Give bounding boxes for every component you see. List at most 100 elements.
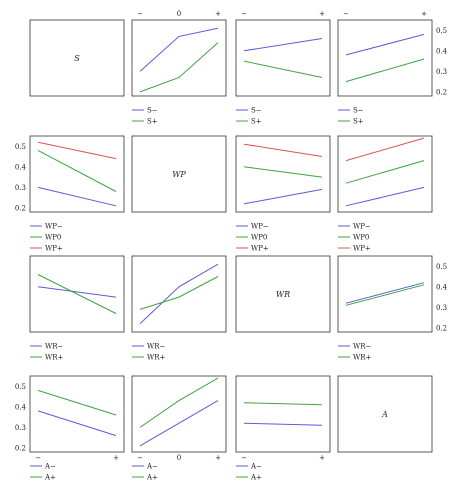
series-line-r3-c2-s1	[243, 402, 323, 406]
panel-frame-r3-c2	[235, 375, 331, 453]
series-line-r0-c2-s1	[243, 60, 323, 78]
x-tick-bottom-c2-0: −	[241, 454, 247, 462]
diagonal-label-A: A	[381, 410, 388, 419]
series-line-r3-c2-s0	[243, 422, 323, 426]
series-line-r2-c0-s1	[37, 274, 117, 314]
series-line-r2-c3-s1	[345, 284, 425, 306]
y-tick-r3-3: 0.5	[15, 383, 26, 391]
legend-label-r1-c3-2: WP+	[353, 245, 371, 253]
legend-label-r1-c0-0: WP−	[45, 223, 63, 231]
series-line-r2-c1-s1	[139, 276, 219, 310]
series-line-r2-c0-s0	[37, 286, 117, 298]
y-tick-r2-2: 0.4	[436, 283, 448, 291]
x-tick-bottom-c1-2: +	[215, 454, 221, 462]
series-line-r0-c3-s0	[345, 33, 425, 56]
series-line-r0-c3-s1	[345, 58, 425, 83]
x-tick-bottom-c0-0: −	[35, 454, 41, 462]
y-tick-r1-3: 0.5	[15, 143, 26, 151]
legend-label-r1-c3-0: WP−	[353, 223, 371, 231]
x-tick-bottom-c1-1: 0	[177, 454, 181, 462]
series-line-r1-c2-s0	[243, 188, 323, 205]
y-tick-r2-0: 0.2	[436, 324, 447, 332]
series-line-r3-c1-s1	[139, 377, 219, 428]
x-tick-top-c2-0: −	[241, 10, 247, 18]
x-tick-bottom-c2-2: +	[319, 454, 325, 462]
panel-frame-r0-c2	[235, 19, 331, 97]
panel-frame-r2-c1	[131, 255, 227, 333]
y-tick-r0-2: 0.4	[436, 47, 448, 55]
legend-label-r0-c3-1: S+	[353, 118, 364, 126]
x-tick-top-c1-0: −	[137, 10, 143, 18]
y-tick-r0-1: 0.3	[436, 68, 447, 76]
series-line-r2-c3-s0	[345, 282, 425, 304]
legend-label-r1-c0-1: WP0	[45, 234, 61, 242]
legend-label-r0-c2-0: S−	[251, 107, 262, 115]
y-tick-r2-3: 0.5	[436, 263, 447, 271]
y-tick-r2-1: 0.3	[436, 304, 447, 312]
x-tick-bottom-c0-2: +	[113, 454, 119, 462]
legend-label-r2-c1-0: WR−	[147, 343, 165, 351]
legend-label-r1-c2-1: WP0	[251, 234, 267, 242]
series-line-r1-c3-s2	[345, 137, 425, 162]
series-line-r1-c3-s0	[345, 186, 425, 207]
legend-label-r0-c2-1: S+	[251, 118, 262, 126]
panel-frame-r2-c3	[337, 255, 433, 333]
series-line-r0-c2-s0	[243, 38, 323, 52]
legend-label-r0-c3-0: S−	[353, 107, 364, 115]
legend-label-r2-c0-0: WR−	[45, 343, 63, 351]
legend-label-r3-c2-0: A−	[250, 463, 262, 471]
y-tick-r3-0: 0.2	[15, 444, 26, 452]
diagonal-label-WP: WP	[172, 170, 186, 179]
y-tick-r1-1: 0.3	[15, 184, 26, 192]
x-tick-top-c3-0: −	[343, 10, 349, 18]
series-line-r1-c0-s0	[37, 186, 117, 207]
diagonal-label-S: S	[74, 54, 80, 63]
legend-label-r0-c1-1: S+	[147, 118, 158, 126]
x-tick-bottom-c1-0: −	[137, 454, 143, 462]
legend-label-r1-c2-2: WP+	[251, 245, 269, 253]
diagonal-label-WR: WR	[276, 290, 290, 299]
x-tick-top-c3-2: +	[421, 10, 427, 18]
y-tick-r1-0: 0.2	[15, 204, 26, 212]
legend-label-r3-c2-1: A+	[250, 474, 262, 482]
legend-label-r2-c1-1: WR+	[147, 354, 165, 362]
x-tick-top-c2-2: +	[319, 10, 325, 18]
panel-frame-r0-c0	[29, 19, 125, 97]
legend-label-r1-c3-1: WP0	[353, 234, 369, 242]
x-tick-top-c1-2: +	[215, 10, 221, 18]
series-line-r1-c0-s1	[37, 149, 117, 192]
panel-frame-r0-c1	[131, 19, 227, 97]
panel-frame-r1-c0	[29, 135, 125, 213]
panel-frame-r1-c1	[131, 135, 227, 213]
x-tick-top-c1-1: 0	[177, 10, 181, 18]
legend-label-r2-c3-0: WR−	[353, 343, 371, 351]
y-tick-r3-2: 0.4	[15, 403, 27, 411]
y-tick-r3-1: 0.3	[15, 424, 26, 432]
legend-label-r1-c2-0: WP−	[251, 223, 269, 231]
panel-frame-r2-c0	[29, 255, 125, 333]
panel-frame-r1-c2	[235, 135, 331, 213]
y-tick-r0-3: 0.5	[436, 27, 447, 35]
legend-label-r3-c1-1: A+	[146, 474, 158, 482]
legend-label-r0-c1-0: S−	[147, 107, 158, 115]
series-line-r3-c0-s1	[37, 389, 117, 416]
series-line-r3-c1-s0	[139, 400, 219, 447]
panel-frame-r1-c3	[337, 135, 433, 213]
series-line-r3-c0-s0	[37, 410, 117, 437]
series-line-r1-c2-s1	[243, 166, 323, 178]
panel-frame-r2-c2	[235, 255, 331, 333]
legend-label-r3-c1-0: A−	[146, 463, 158, 471]
panel-frame-r3-c0	[29, 375, 125, 453]
legend-label-r3-c0-1: A+	[44, 474, 56, 482]
series-line-r0-c1-s1	[139, 42, 219, 93]
panel-frame-r0-c3	[337, 19, 433, 97]
series-line-r0-c1-s0	[139, 27, 219, 72]
series-line-r1-c3-s1	[345, 160, 425, 184]
y-tick-r0-0: 0.2	[436, 88, 447, 96]
series-line-r2-c1-s0	[139, 263, 219, 325]
y-tick-r1-2: 0.4	[15, 163, 27, 171]
series-line-r1-c0-s2	[37, 141, 117, 160]
panel-frame-r3-c3	[337, 375, 433, 453]
legend-label-r3-c0-0: A−	[44, 463, 56, 471]
